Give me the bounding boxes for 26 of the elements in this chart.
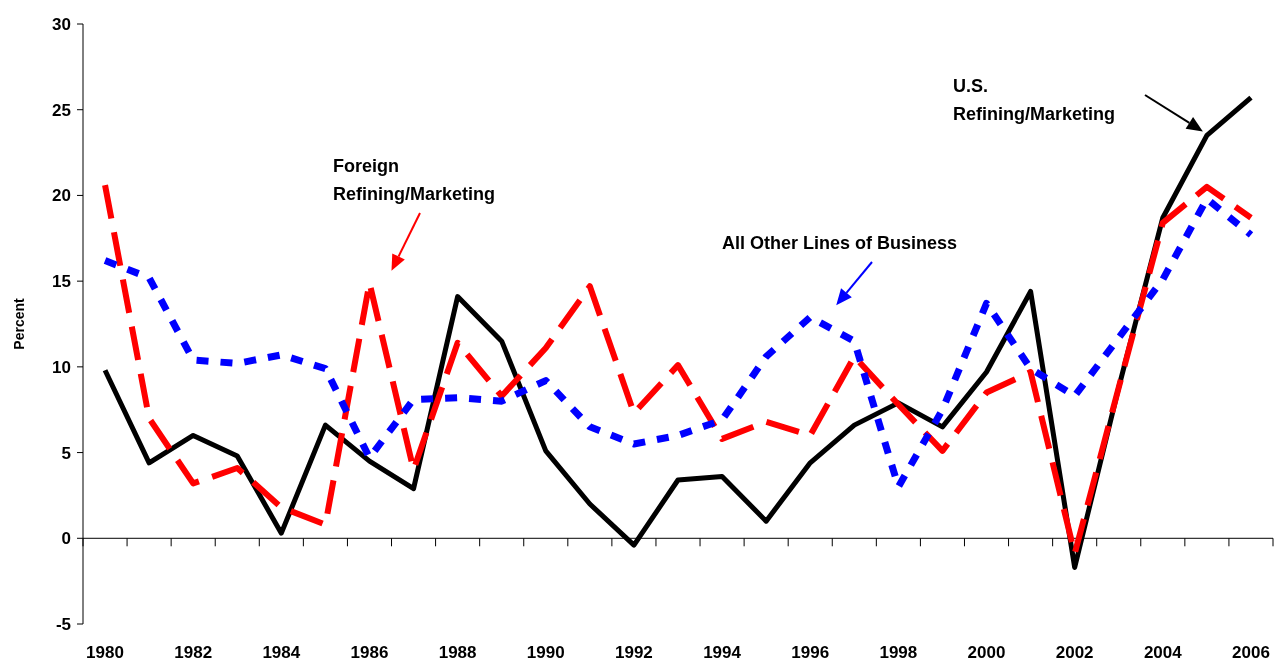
annotation: U.S. Refining/Marketing: [953, 76, 1116, 124]
x-tick-label: 1988: [438, 643, 477, 662]
x-tick-label: 1994: [703, 643, 742, 662]
x-tick-label: 1984: [262, 643, 301, 662]
y-tick-label: -5: [55, 614, 71, 634]
x-tick-label: 1996: [791, 643, 830, 662]
y-axis-title: Percent: [11, 297, 27, 350]
y-tick-label: 0: [61, 529, 71, 549]
x-tick-label: 2004: [1143, 643, 1183, 662]
y-tick-label: 25: [52, 100, 71, 120]
x-tick-label: 1986: [350, 643, 389, 662]
y-tick-label: 30: [52, 14, 71, 34]
x-tick-label: 1982: [174, 643, 213, 662]
x-tick-label: 2006: [1232, 643, 1270, 662]
y-tick-label: 5: [61, 443, 71, 463]
annotation: All Other Lines of Business: [722, 233, 958, 253]
annotation: Foreign Refining/Marketing: [333, 156, 496, 204]
y-tick-label: 20: [52, 186, 71, 206]
x-tick-label: 2002: [1055, 643, 1094, 662]
y-tick-label: 10: [52, 357, 71, 377]
x-tick-label: 1980: [86, 643, 124, 662]
y-tick-label: 15: [52, 272, 71, 292]
x-tick-label: 1998: [879, 643, 918, 662]
x-tick-label: 2000: [967, 643, 1006, 662]
x-tick-label: 1990: [526, 643, 565, 662]
x-tick-label: 1992: [615, 643, 653, 662]
